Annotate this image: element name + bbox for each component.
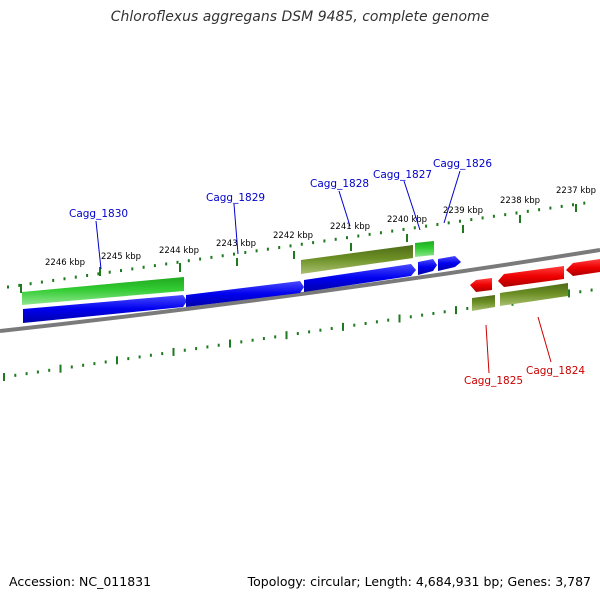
genome-summary-text: Topology: circular; Length: 4,684,931 bp…	[247, 574, 591, 589]
cds-arrow	[418, 259, 437, 275]
tick-label: 2239 kbp	[443, 206, 483, 216]
gene-label: Cagg_1828	[310, 178, 369, 190]
tick-label: 2240 kbp	[387, 215, 427, 225]
lower-tick-dots	[3, 288, 593, 381]
tick-label: 2245 kbp	[101, 252, 141, 262]
accession-text: Accession: NC_011831	[9, 574, 152, 589]
reverse-cds-arrow	[498, 266, 564, 287]
lower-tick-track	[3, 288, 593, 381]
label-leader	[95, 220, 102, 270]
label-leader	[485, 324, 490, 374]
tick-label: 2238 kbp	[500, 196, 540, 206]
cds-arrow	[304, 264, 416, 292]
gene-label: Cagg_1827	[373, 169, 432, 181]
label-leader	[233, 203, 239, 255]
tick-label: 2242 kbp	[273, 231, 313, 241]
label-leader	[403, 180, 421, 231]
upper-tick-marks	[20, 204, 577, 293]
forward-gene-labels: Cagg_1830 Cagg_1829 Cagg_1828 Cagg_1827 …	[69, 158, 492, 270]
forward-features	[22, 241, 461, 323]
tick-label: 2246 kbp	[45, 258, 85, 268]
pseudo-feature	[500, 283, 568, 306]
reverse-features	[470, 259, 600, 311]
pseudo-feature	[301, 245, 413, 274]
gene-label: Cagg_1824	[526, 365, 585, 377]
cds-arrow	[186, 281, 304, 307]
gene-label: Cagg_1829	[206, 192, 265, 204]
pseudo-feature	[472, 295, 495, 311]
gene-label: Cagg_1826	[433, 158, 492, 170]
label-leader	[443, 170, 461, 224]
reverse-gene-labels: Cagg_1825 Cagg_1824	[464, 316, 585, 387]
rna-feature	[22, 277, 184, 305]
tick-labels: 2246 kbp 2245 kbp 2244 kbp 2243 kbp 2242…	[45, 186, 596, 268]
label-leader	[338, 190, 351, 227]
tick-label: 2237 kbp	[556, 186, 596, 196]
reverse-cds-arrow	[566, 259, 600, 276]
reverse-cds-arrow	[470, 278, 492, 292]
genome-backbone	[0, 248, 600, 333]
upper-tick-track	[7, 201, 586, 293]
rna-feature	[415, 241, 434, 257]
cds-arrow	[438, 256, 461, 271]
tick-label: 2243 kbp	[216, 239, 256, 249]
gene-label: Cagg_1825	[464, 375, 523, 387]
cds-arrow	[23, 295, 187, 323]
upper-tick-dots	[7, 201, 586, 289]
tick-label: 2241 kbp	[330, 222, 370, 232]
gene-label: Cagg_1830	[69, 208, 128, 220]
genome-title: Chloroflexus aggregans DSM 9485, complet…	[110, 9, 490, 25]
tick-label: 2244 kbp	[159, 246, 199, 256]
label-leader	[537, 316, 552, 363]
